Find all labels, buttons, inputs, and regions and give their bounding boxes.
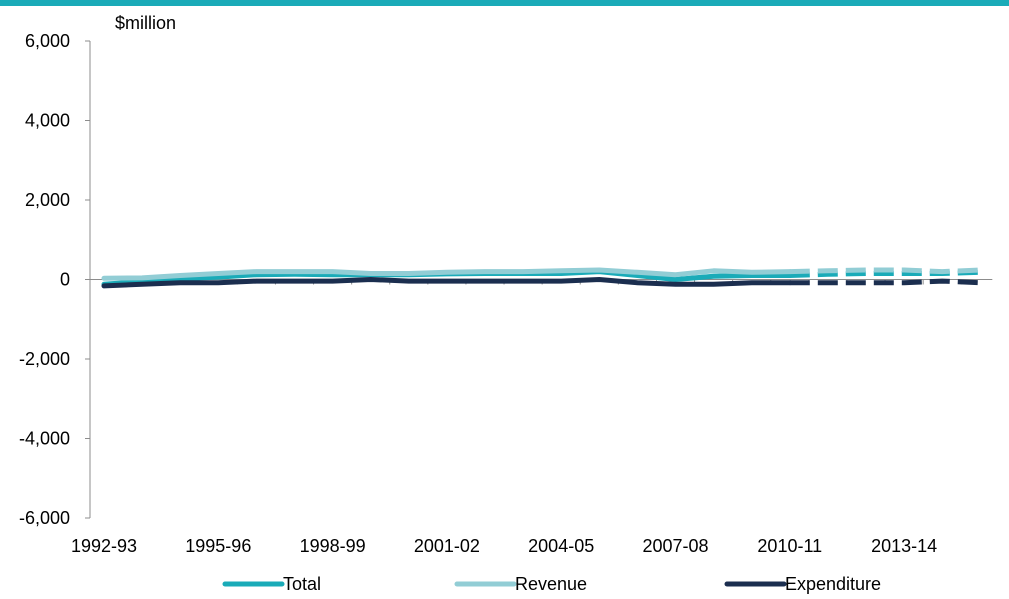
- y-tick-label: -2,000: [19, 349, 70, 369]
- series-line-revenue: [101, 267, 793, 281]
- x-tick-label: 2001-02: [414, 536, 480, 556]
- series-projection-expenditure: [789, 278, 981, 286]
- x-tick-label: 1992-93: [71, 536, 137, 556]
- x-tick-label: 1998-99: [300, 536, 366, 556]
- x-axis: 1992-93 1995-96 1998-99 2001-02 2004-05 2007-…: [71, 279, 993, 556]
- y-tick-label: -6,000: [19, 508, 70, 528]
- x-tick-label: 2010-11: [757, 536, 822, 556]
- series-projection-revenue: [789, 267, 981, 275]
- x-tick-label: 2004-05: [528, 536, 594, 556]
- legend: Total Revenue Expenditure: [222, 574, 881, 594]
- series-line-expenditure: [101, 277, 793, 289]
- y-tick-label: 0: [60, 270, 70, 290]
- y-axis-unit-label: $million: [115, 13, 176, 33]
- x-tick-label: 2013-14: [871, 536, 937, 556]
- y-tick-label: 6,000: [25, 31, 70, 51]
- x-tick-label: 2007-08: [642, 536, 708, 556]
- title-strip: [0, 0, 1009, 6]
- y-axis: 6,000 4,000 2,000 0 -2,000 -4,000 -6,000: [19, 31, 91, 528]
- y-tick-label: -4,000: [19, 429, 70, 449]
- legend-label-expenditure: Expenditure: [785, 574, 881, 594]
- legend-label-total: Total: [283, 574, 321, 594]
- y-tick-label: 4,000: [25, 111, 70, 131]
- series-lines: [101, 267, 981, 289]
- y-tick-label: 2,000: [25, 190, 70, 210]
- legend-label-revenue: Revenue: [515, 574, 587, 594]
- x-tick-label: 1995-96: [185, 536, 251, 556]
